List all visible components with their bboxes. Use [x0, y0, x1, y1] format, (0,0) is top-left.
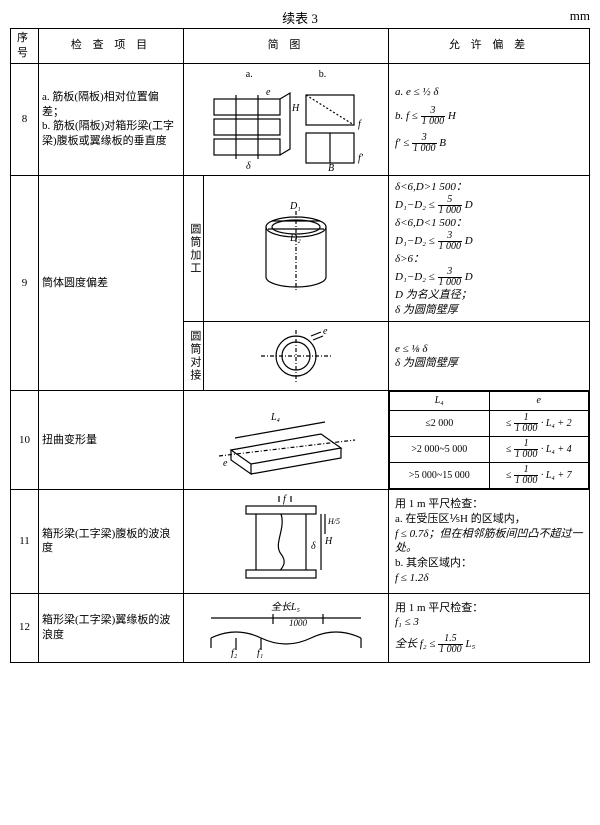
col-item: 检 查 项 目: [39, 29, 184, 64]
col-diagram: 简 图: [184, 29, 389, 64]
tolerance-9a: δ<6,D>1 500： D₁−D₂ ≤ 51 000 D δ<6,D<1 50…: [389, 176, 590, 322]
svg-text:e: e: [323, 326, 328, 337]
svg-text:e: e: [223, 458, 228, 469]
diagram-10: L₄ e: [184, 391, 389, 490]
seq-12: 12: [11, 593, 39, 662]
tolerance-9b: e ≤ ⅛ δ δ 为圆筒壁厚: [389, 322, 590, 391]
item-10: 扭曲变形量: [39, 391, 184, 490]
diagram-9b: e: [204, 322, 389, 391]
svg-text:D₂: D₂: [289, 233, 301, 244]
diagram-9a: D₁ D₂: [204, 176, 389, 322]
tolerance-8: a. e ≤ ½ δ b. f ≤ 31 000 H f′ ≤ 31 000 B: [389, 63, 590, 176]
tolerance-11: 用 1 m 平尺检查： a. 在受压区⅕H 的区域内， f ≤ 0.7δ；但在相…: [389, 489, 590, 593]
svg-text:f′: f′: [358, 153, 364, 164]
spec-table: 序号 检 查 项 目 简 图 允 许 偏 差 8 a. 筋板(隔板)相对位置偏差…: [10, 28, 590, 663]
col-tolerance: 允 许 偏 差: [389, 29, 590, 64]
table-continuation-title: 续表 3: [282, 8, 318, 27]
tolerance-10: L₄e ≤2 000≤ 11 000 · L₄ + 2 >2 000~5 000…: [389, 391, 590, 490]
seq-11: 11: [11, 489, 39, 593]
header-row: 序号 检 查 项 目 简 图 允 许 偏 差: [11, 29, 590, 64]
svg-text:f: f: [358, 119, 362, 130]
svg-text:e: e: [266, 87, 271, 98]
svg-text:全长L₅: 全长L₅: [271, 601, 301, 613]
proc-butt: 圆筒对接: [184, 322, 204, 391]
svg-text:H/5: H/5: [327, 517, 340, 526]
diagram-8: a.b. Hf Bf′ δe: [184, 63, 389, 176]
item-11: 箱形梁(工字梁)腹板的波浪度: [39, 489, 184, 593]
twist-icon: L₄ e: [211, 400, 361, 480]
item-8: a. 筋板(隔板)相对位置偏差； b. 筋板(隔板)对箱形梁(工字梁)腹板或翼缘…: [39, 63, 184, 176]
svg-text:f₁: f₁: [257, 648, 263, 658]
svg-text:L₄: L₄: [270, 412, 281, 423]
wave-web-icon: f H H/5 δ: [221, 494, 351, 589]
rib-plate-icon: Hf Bf′ δ e: [206, 81, 366, 171]
diagram-12: 全长L₅ 1000 f₂ f₁: [184, 593, 389, 662]
seq-9: 9: [11, 176, 39, 391]
unit-label: mm: [570, 8, 590, 24]
svg-text:D₁: D₁: [289, 201, 301, 212]
svg-text:f: f: [283, 494, 287, 505]
svg-text:δ: δ: [311, 541, 316, 552]
diagram-11: f H H/5 δ: [184, 489, 389, 593]
ring-butt-icon: e: [251, 326, 341, 386]
svg-text:H: H: [291, 103, 300, 114]
seq-10: 10: [11, 391, 39, 490]
svg-text:δ: δ: [246, 161, 251, 171]
svg-text:f₂: f₂: [231, 648, 238, 658]
svg-text:H: H: [324, 536, 333, 547]
item-9: 筒体圆度偏差: [39, 176, 184, 391]
wave-flange-icon: 全长L₅ 1000 f₂ f₁: [201, 598, 371, 658]
svg-text:B: B: [328, 163, 334, 171]
tolerance-12: 用 1 m 平尺检查： f₁ ≤ 3 全长 f₂ ≤ 1.51 000 L₅: [389, 593, 590, 662]
col-seq: 序号: [11, 29, 39, 64]
item-12: 箱形梁(工字梁)翼缘板的波浪度: [39, 593, 184, 662]
table-row: 10 扭曲变形量 L₄ e L₄e ≤2 000≤ 11 000 · L₄ + 2…: [11, 391, 590, 490]
proc-machining: 圆筒加工: [184, 176, 204, 322]
table-row: 12 箱形梁(工字梁)翼缘板的波浪度 全长L₅ 1000 f₂ f₁ 用 1 m …: [11, 593, 590, 662]
svg-text:1000: 1000: [289, 618, 308, 628]
table-row: 9 筒体圆度偏差 圆筒加工 D₁D₂ δ<6,D>1 500： D₁−D₂ ≤ …: [11, 176, 590, 322]
table-row: 8 a. 筋板(隔板)相对位置偏差； b. 筋板(隔板)对箱形梁(工字梁)腹板或…: [11, 63, 590, 176]
cylinder-icon: D₁ D₂: [246, 199, 346, 299]
table-row: 11 箱形梁(工字梁)腹板的波浪度 f H H/5 δ 用 1 m 平尺检查： a…: [11, 489, 590, 593]
seq-8: 8: [11, 63, 39, 176]
